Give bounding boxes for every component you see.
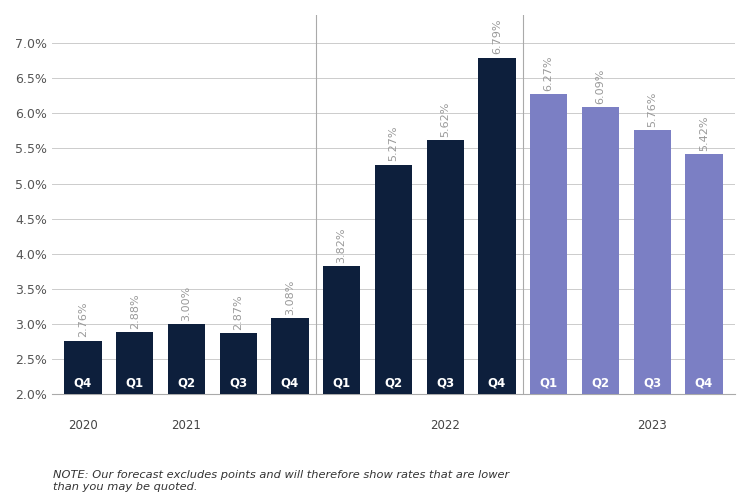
Bar (686, 154, 722, 394)
Bar (582, 107, 619, 394)
Text: Q4: Q4 (74, 376, 92, 389)
Text: 2022: 2022 (430, 419, 460, 432)
Text: Q1: Q1 (332, 376, 351, 389)
Text: Q1: Q1 (125, 376, 144, 389)
Text: 3.00%: 3.00% (182, 285, 191, 321)
Text: 2021: 2021 (172, 419, 201, 432)
Text: 2.76%: 2.76% (78, 302, 88, 337)
Text: NOTE: Our forecast excludes points and will therefore show rates that are lower
: NOTE: Our forecast excludes points and w… (53, 471, 509, 492)
Bar (530, 94, 567, 394)
Bar (427, 140, 464, 394)
Bar (272, 319, 308, 394)
Text: Q3: Q3 (644, 376, 662, 389)
Bar (634, 130, 670, 394)
Bar (375, 165, 412, 394)
Text: Q4: Q4 (488, 376, 506, 389)
Text: Q4: Q4 (694, 376, 713, 389)
Text: Q2: Q2 (177, 376, 196, 389)
Bar (478, 58, 515, 394)
Text: 6.79%: 6.79% (492, 19, 502, 54)
Text: 2020: 2020 (68, 419, 98, 432)
Bar (116, 332, 153, 394)
Text: 3.82%: 3.82% (337, 228, 346, 263)
Text: Q3: Q3 (229, 376, 248, 389)
Text: 5.42%: 5.42% (699, 115, 709, 151)
Bar (64, 341, 101, 394)
Text: 6.09%: 6.09% (596, 68, 605, 103)
Bar (323, 266, 360, 394)
Text: Q3: Q3 (436, 376, 454, 389)
Text: Q2: Q2 (384, 376, 403, 389)
Text: 6.27%: 6.27% (544, 55, 554, 91)
Text: 3.08%: 3.08% (285, 279, 295, 315)
Text: Q2: Q2 (592, 376, 610, 389)
Text: 5.76%: 5.76% (647, 91, 657, 127)
Text: 2023: 2023 (638, 419, 667, 432)
Text: Q1: Q1 (540, 376, 558, 389)
Text: Q4: Q4 (280, 376, 299, 389)
Text: 2.87%: 2.87% (233, 294, 243, 330)
Text: 5.27%: 5.27% (388, 126, 398, 161)
Bar (168, 324, 205, 394)
Bar (220, 333, 257, 394)
Text: 5.62%: 5.62% (440, 101, 450, 137)
Text: 2.88%: 2.88% (130, 293, 140, 329)
